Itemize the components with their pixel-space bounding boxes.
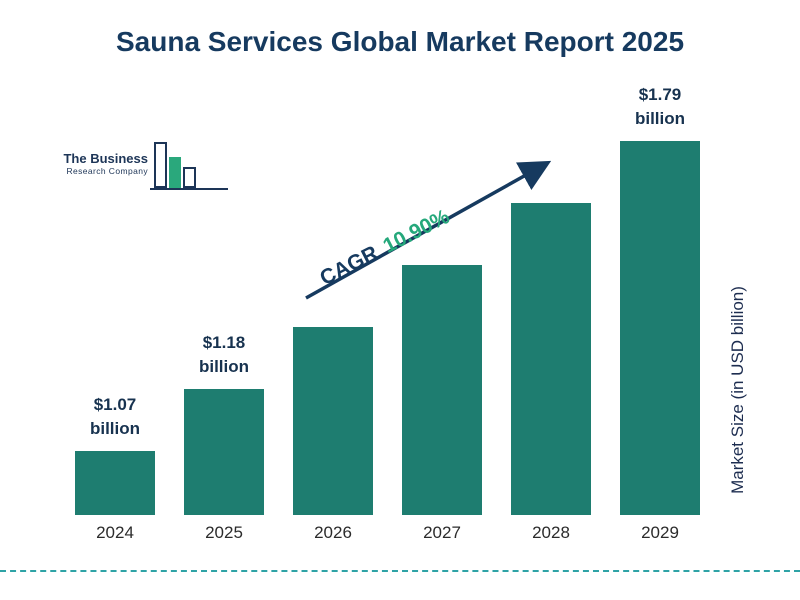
company-logo: The Business Research Company xyxy=(40,138,235,194)
bar-column-2029: $1.79 billion xyxy=(620,83,700,515)
value-label-2024: $1.07 billion xyxy=(89,395,141,439)
logo-barchart-icon xyxy=(150,140,232,190)
x-tick-label-2026: 2026 xyxy=(314,523,352,542)
trend-arrow xyxy=(305,160,552,300)
value-label-2025: $1.18 billion xyxy=(198,333,250,377)
bar-column-2025: $1.18 billion xyxy=(184,331,264,515)
logo-text: The Business Research Company xyxy=(40,151,148,177)
bar-2025 xyxy=(184,389,264,515)
x-tick-label-2025: 2025 xyxy=(205,523,243,542)
bar-column-2028 xyxy=(511,203,591,515)
logo-bar-outline-tall xyxy=(154,142,167,188)
y-axis-title: Market Size (in USD billion) xyxy=(728,286,747,494)
value-label-2029: $1.79 billion xyxy=(634,85,686,129)
x-axis-labels: 2024 2025 2026 2027 2028 2029 xyxy=(75,523,700,543)
bar-2029 xyxy=(620,141,700,515)
logo-baseline xyxy=(150,188,228,190)
bar-column-2027 xyxy=(402,265,482,515)
bar-2026 xyxy=(293,327,373,515)
x-tick-label-2024: 2024 xyxy=(96,523,134,542)
x-tick-label-2027: 2027 xyxy=(423,523,461,542)
chart-title: Sauna Services Global Market Report 2025 xyxy=(115,26,685,57)
bar-column-2024: $1.07 billion xyxy=(75,393,155,515)
logo-line2: Research Company xyxy=(66,165,148,176)
logo-bar-outline-short xyxy=(183,167,196,188)
bottom-dashed-divider xyxy=(0,570,800,572)
x-tick-label-2029: 2029 xyxy=(641,523,679,542)
logo-bar-green xyxy=(169,157,181,188)
bars-row: $1.07 billion $1.18 billion $1.79 billion xyxy=(75,55,700,515)
x-tick-label-2028: 2028 xyxy=(532,523,570,542)
bar-2024 xyxy=(75,451,155,515)
bar-2027 xyxy=(402,265,482,515)
bar-column-2026 xyxy=(293,327,373,515)
bar-2028 xyxy=(511,203,591,515)
logo-line1: The Business xyxy=(63,151,148,166)
